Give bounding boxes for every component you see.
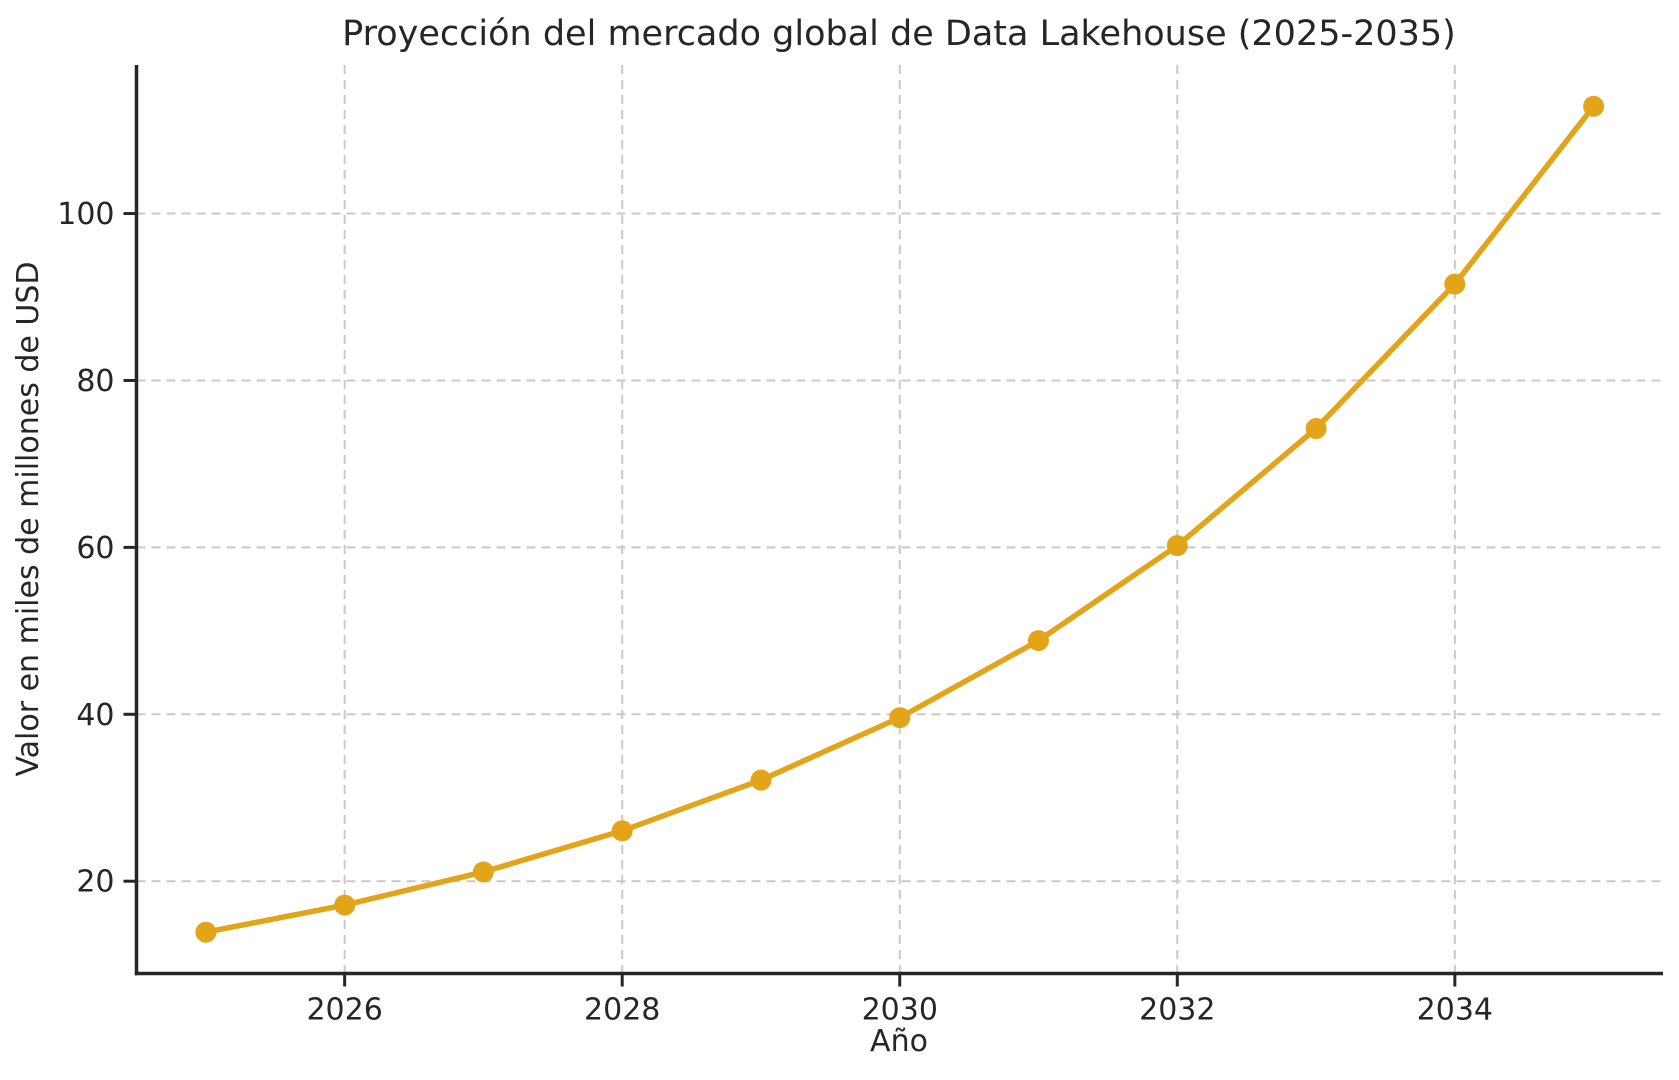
tick-label-layer: 20 40 60 80 100 2026 2028 2030 2032 2034 — [57, 197, 1493, 1027]
x-axis-label: Año — [870, 1024, 928, 1059]
data-point-2029 — [750, 769, 772, 791]
data-point-2031 — [1028, 630, 1049, 652]
data-point-2033 — [1305, 418, 1327, 439]
data-point-2026 — [334, 894, 356, 916]
data-point-2028 — [611, 820, 633, 842]
data-point-2030 — [889, 707, 911, 729]
y-tick-label: 100 — [57, 197, 114, 232]
data-point-2025 — [195, 921, 217, 943]
x-tick-label: 2026 — [306, 993, 382, 1028]
x-tick-label: 2028 — [584, 993, 660, 1028]
data-point-2027 — [472, 861, 494, 883]
data-point-2035 — [1583, 95, 1605, 117]
axes-layer — [123, 65, 1663, 987]
y-tick-label: 60 — [76, 531, 114, 566]
data-point-2032 — [1166, 535, 1188, 557]
y-tick-label: 80 — [76, 364, 114, 399]
chart-title: Proyección del mercado global de Data La… — [342, 14, 1456, 54]
y-tick-label: 40 — [76, 698, 114, 733]
grid-layer — [136, 65, 1663, 974]
x-tick-label: 2030 — [862, 993, 938, 1028]
series-layer — [195, 95, 1605, 943]
data-point-2034 — [1444, 273, 1466, 295]
x-tick-label: 2032 — [1139, 993, 1215, 1028]
x-tick-label: 2034 — [1417, 993, 1493, 1028]
y-tick-label: 20 — [76, 865, 114, 900]
y-axis-label: Valor en miles de millones de USD — [11, 261, 46, 776]
